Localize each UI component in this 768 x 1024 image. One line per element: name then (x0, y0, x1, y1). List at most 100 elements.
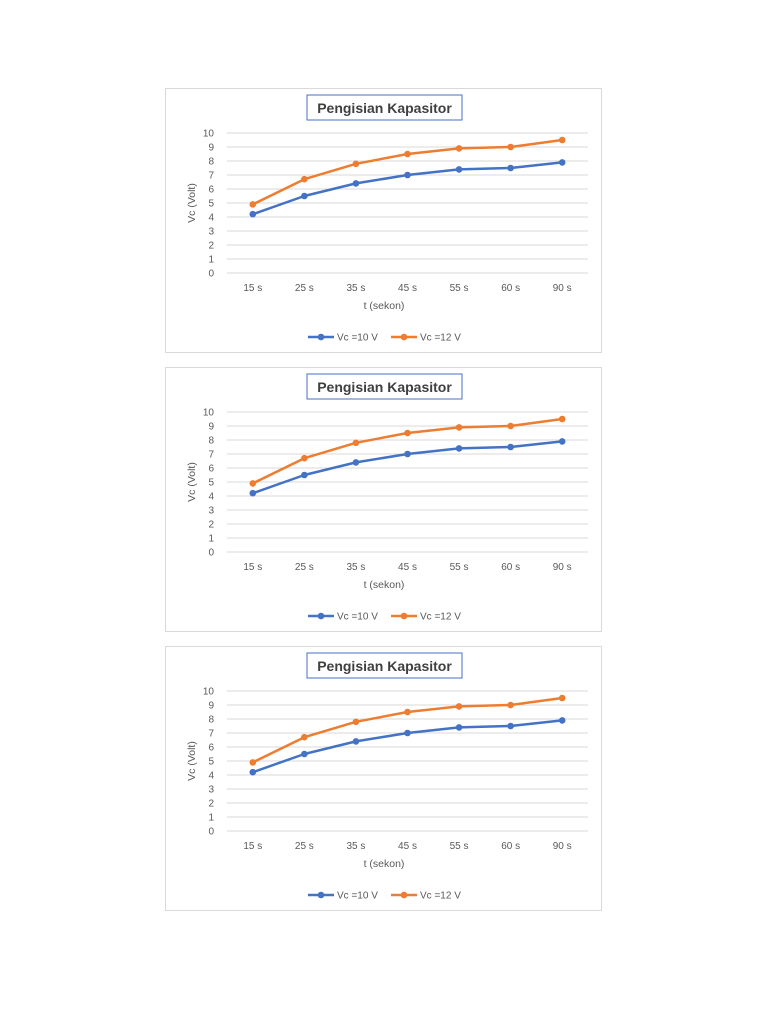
data-point (301, 454, 308, 462)
title-frame (306, 94, 463, 121)
y-tick-label: 7 (208, 729, 214, 740)
y-axis-title: Vc (Volt) (186, 183, 198, 223)
y-tick-label: 8 (208, 715, 214, 726)
legend-marker (317, 333, 325, 341)
x-tick-label: 60 s (501, 841, 520, 852)
legend-label: Vc =10 V (337, 612, 378, 623)
x-tick-label: 15 s (243, 841, 262, 852)
data-point (455, 724, 463, 731)
x-tick-label: 35 s (346, 283, 365, 294)
y-tick-label: 2 (208, 520, 214, 531)
chart-title: Pengisian Kapasitor (317, 379, 452, 395)
x-tick-label: 15 s (243, 562, 262, 573)
y-tick-label: 0 (208, 548, 214, 559)
y-tick-label: 1 (208, 255, 214, 266)
series-line-1 (252, 440, 563, 495)
data-point (558, 159, 566, 166)
x-tick-label: 55 s (450, 562, 469, 573)
legend-marker (400, 891, 408, 899)
y-tick-label: 6 (208, 464, 214, 475)
data-point (249, 489, 257, 497)
series-line-1 (252, 719, 563, 774)
data-point (249, 480, 257, 487)
data-point (558, 136, 566, 144)
data-point (558, 438, 566, 445)
data-point (352, 160, 360, 168)
chart-1: Pengisian Kapasitor 0 1 2 3 4 5 6 7 8 9 10 15 s 25 s 3… (165, 88, 602, 353)
y-tick-label: 0 (208, 269, 214, 280)
x-tick-label: 55 s (450, 283, 469, 294)
data-point (352, 180, 360, 187)
y-tick-label: 5 (208, 757, 214, 768)
x-axis-title: t (sekon) (364, 579, 405, 591)
data-point (249, 759, 257, 766)
y-tick-label: 1 (208, 813, 214, 824)
data-point (404, 450, 411, 458)
y-tick-label: 9 (208, 422, 214, 433)
x-tick-label: 15 s (243, 283, 262, 294)
data-point (455, 145, 463, 152)
data-point (352, 738, 360, 745)
y-axis-title: Vc (Volt) (186, 462, 198, 502)
y-tick-label: 8 (208, 436, 214, 447)
data-point (507, 722, 514, 730)
y-tick-label: 6 (208, 743, 214, 754)
legend-marker (400, 612, 408, 620)
y-tick-label: 10 (203, 687, 215, 698)
data-point (301, 750, 308, 758)
data-point (249, 768, 257, 776)
chart-svg: Pengisian Kapasitor 0 1 2 3 4 5 6 7 8 9 10 15 s 25 s 3… (186, 652, 588, 902)
data-point (404, 729, 411, 737)
x-tick-label: 60 s (501, 562, 520, 573)
legend-label: Vc =10 V (337, 891, 378, 902)
data-point (558, 694, 566, 702)
data-point (455, 703, 463, 710)
data-point (249, 201, 257, 208)
y-axis-title: Vc (Volt) (186, 741, 198, 781)
chart-title: Pengisian Kapasitor (317, 658, 452, 674)
data-point (301, 192, 308, 200)
title-frame (306, 652, 463, 679)
data-point (404, 171, 411, 179)
x-tick-label: 60 s (501, 283, 520, 294)
y-tick-label: 2 (208, 241, 214, 252)
y-tick-label: 2 (208, 799, 214, 810)
y-tick-label: 3 (208, 227, 214, 238)
y-tick-label: 7 (208, 171, 214, 182)
legend-label: Vc =12 V (420, 612, 461, 623)
x-tick-label: 25 s (295, 283, 314, 294)
x-tick-label: 45 s (398, 562, 417, 573)
data-point (249, 210, 257, 218)
legend-marker (317, 891, 325, 899)
data-point (301, 471, 308, 479)
data-point (352, 718, 360, 726)
y-tick-label: 9 (208, 143, 214, 154)
y-tick-label: 3 (208, 506, 214, 517)
x-axis-title: t (sekon) (364, 858, 405, 870)
data-point (507, 443, 514, 451)
y-tick-label: 0 (208, 827, 214, 838)
data-point (507, 143, 514, 151)
legend-label: Vc =12 V (420, 891, 461, 902)
y-tick-label: 10 (203, 408, 215, 419)
legend-label: Vc =10 V (337, 333, 378, 344)
data-point (455, 445, 463, 452)
y-tick-label: 4 (208, 771, 214, 782)
x-tick-label: 90 s (553, 283, 572, 294)
x-tick-label: 25 s (295, 841, 314, 852)
x-axis-title: t (sekon) (364, 300, 405, 312)
data-point (301, 733, 308, 741)
legend-marker (317, 612, 325, 620)
data-point (404, 429, 411, 437)
chart-3: Pengisian Kapasitor 0 1 2 3 4 5 6 7 8 9 10 15 s 25 s 3… (165, 646, 602, 911)
y-tick-label: 4 (208, 213, 214, 224)
y-tick-label: 7 (208, 450, 214, 461)
y-tick-label: 6 (208, 185, 214, 196)
x-tick-label: 55 s (450, 841, 469, 852)
chart-title: Pengisian Kapasitor (317, 100, 452, 116)
data-point (507, 422, 514, 430)
series-line-1 (252, 161, 563, 216)
x-tick-label: 45 s (398, 841, 417, 852)
x-tick-label: 35 s (346, 841, 365, 852)
data-point (404, 150, 411, 158)
